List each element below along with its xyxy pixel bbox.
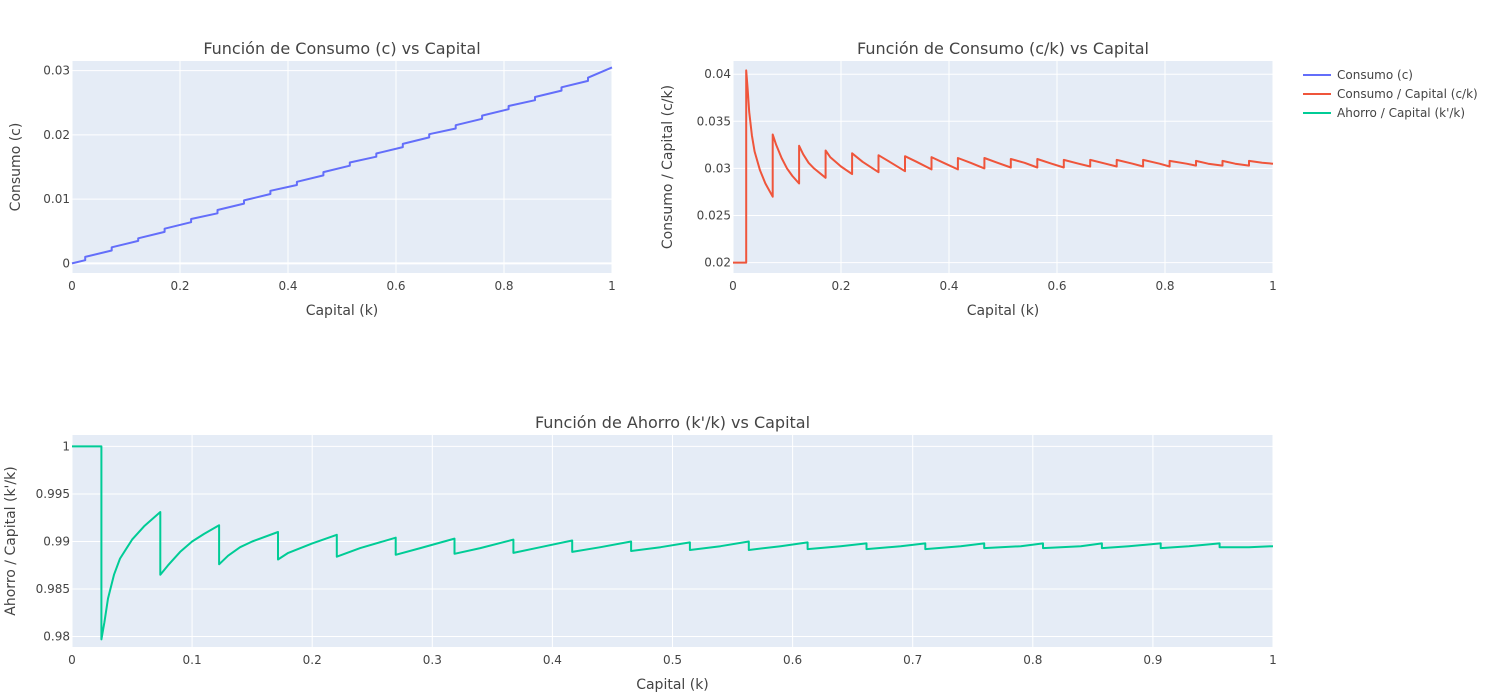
x-tick-label: 0.3 [423,653,442,667]
chart-title: Función de Consumo (c) vs Capital [203,39,480,58]
legend-label: Consumo (c) [1337,68,1413,82]
x-tick-label: 0.8 [1023,653,1042,667]
y-axis-label: Consumo / Capital (c/k) [660,85,676,249]
legend-item[interactable]: Consumo / Capital (c/k) [1303,87,1478,101]
x-tick-label: 0.6 [386,279,405,293]
x-tick-label: 0.4 [543,653,562,667]
x-axis-label: Capital (k) [306,303,379,319]
x-tick-label: 1 [1269,653,1277,667]
plot-area [733,61,1273,273]
x-tick-label: 0 [68,279,76,293]
chart-title: Función de Ahorro (k'/k) vs Capital [535,413,810,432]
y-tick-label: 1 [62,439,70,453]
x-tick-label: 0.2 [831,279,850,293]
y-tick-label: 0.04 [704,67,731,81]
series-line-1-0 [733,69,1274,264]
y-tick-label: 0.02 [704,256,731,270]
y-tick-label: 0.03 [704,161,731,175]
x-tick-label: 0.4 [278,279,297,293]
y-axis-label: Consumo (c) [8,123,24,212]
chart-title: Función de Consumo (c/k) vs Capital [857,39,1149,58]
series-line-0-0 [71,66,613,265]
x-tick-label: 0.4 [939,279,958,293]
series-line-2-0 [72,445,1274,641]
chart-panel-2: 0 0.1 0.2 0.3 0.4 0.5 0.6 0.7 0.8 0.9 1 0.98 0.985 0.… [3,413,1277,693]
legend-label: Consumo / Capital (c/k) [1337,87,1478,101]
legend: Consumo (c) Consumo / Capital (c/k) Ahorro… [1303,68,1478,120]
x-tick-label: 0.6 [783,653,802,667]
x-axis-label: Capital (k) [636,677,709,693]
x-tick-label: 1 [608,279,616,293]
x-tick-label: 0 [68,653,76,667]
y-tick-label: 0.01 [43,192,70,206]
y-tick-label: 0.99 [43,534,70,548]
legend-item[interactable]: Consumo (c) [1303,68,1413,82]
chart-panel-1: 0 0.2 0.4 0.6 0.8 1 0.02 0.025 0.03 0.035 0.04 Func… [660,39,1277,319]
y-tick-label: 0.995 [36,487,70,501]
y-tick-label: 0.035 [697,114,731,128]
x-tick-label: 1 [1269,279,1277,293]
y-tick-label: 0 [62,256,70,270]
y-axis-label: Ahorro / Capital (k'/k) [3,466,19,615]
chart-panel-0: 0 0.2 0.4 0.6 0.8 1 0 0.01 0.02 0.03 Función de Co… [8,39,616,319]
x-tick-label: 0 [729,279,737,293]
x-tick-label: 0.2 [170,279,189,293]
x-tick-label: 0.7 [903,653,922,667]
x-tick-label: 0.8 [494,279,513,293]
y-tick-label: 0.985 [36,582,70,596]
legend-label: Ahorro / Capital (k'/k) [1337,106,1465,120]
y-tick-label: 0.98 [43,630,70,644]
x-tick-label: 0.1 [183,653,202,667]
x-tick-label: 0.5 [663,653,682,667]
x-tick-label: 0.9 [1143,653,1162,667]
x-tick-label: 0.8 [1155,279,1174,293]
legend-item[interactable]: Ahorro / Capital (k'/k) [1303,106,1465,120]
x-axis-label: Capital (k) [967,303,1040,319]
x-tick-label: 0.2 [303,653,322,667]
x-tick-label: 0.6 [1047,279,1066,293]
y-tick-label: 0.02 [43,128,70,142]
y-tick-label: 0.03 [43,64,70,78]
y-tick-label: 0.025 [697,209,731,223]
